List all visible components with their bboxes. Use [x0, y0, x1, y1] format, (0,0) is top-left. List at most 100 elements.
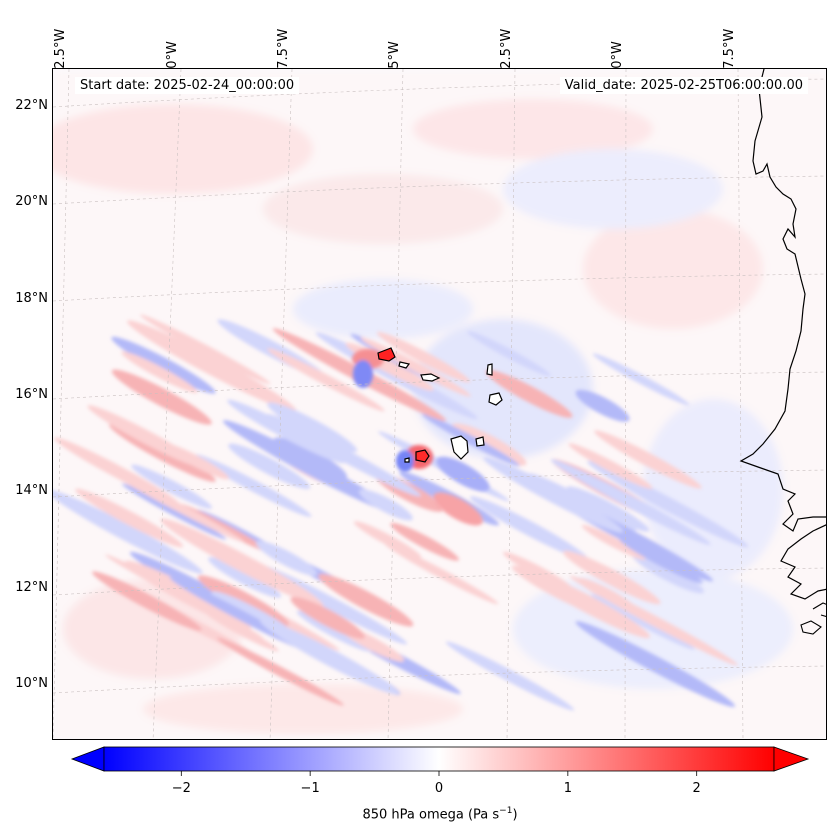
africa-coastline: [739, 69, 826, 532]
wave-band-positive: [451, 423, 527, 466]
island-fogo: [415, 449, 430, 463]
wave-band-positive: [390, 522, 459, 561]
wave-band-positive: [581, 524, 646, 560]
graticule-17-5w: [737, 69, 744, 739]
graticule-22-5w: [506, 69, 516, 739]
wave-band-negative: [467, 331, 551, 377]
lat-label-10n: 10°N: [15, 676, 48, 691]
wave-band-positive: [267, 348, 385, 412]
lat-label-22n: 22°N: [15, 98, 48, 113]
colorbar-title-main: 850 hPa omega (Pa s: [362, 807, 500, 823]
field-patch-negative: [643, 399, 783, 579]
wave-band-positive: [594, 430, 702, 489]
wave-band-negative: [255, 540, 318, 576]
wave-band-positive: [127, 320, 297, 412]
lat-label-20n: 20°N: [15, 194, 48, 209]
island-brava: [404, 457, 410, 463]
colorbar-tick-label: 0: [434, 781, 444, 796]
wave-band-negative: [208, 557, 282, 598]
wave-band-negative: [631, 552, 704, 594]
wave-band-positive: [161, 442, 229, 480]
wave-band-negative: [111, 336, 216, 394]
wave-band-positive: [197, 575, 289, 626]
map-panel[interactable]: Start date: 2025-02-24_00:00:00 Valid_da…: [52, 68, 827, 740]
colorbar-ticks: [180, 771, 698, 776]
island-hotspots: [352, 349, 490, 526]
island-maio: [475, 436, 485, 447]
island-sao-vicente: [398, 361, 411, 369]
colorbar-tick-label: 2: [692, 781, 701, 796]
lat-label-12n: 12°N: [15, 580, 48, 595]
wave-band-positive: [290, 596, 365, 639]
lat-label-18n: 18°N: [15, 291, 48, 306]
graticule-32-5w: [53, 69, 70, 739]
field-patch-negative: [503, 149, 723, 229]
valid-date-label: Valid_date: 2025-02-25T06:00:00.00: [559, 77, 808, 94]
start-date-label: Start date: 2025-02-24_00:00:00: [75, 77, 300, 94]
wave-band-positive: [92, 571, 202, 631]
island-sao-nicolau: [420, 373, 441, 382]
wave-band-negative: [575, 621, 736, 707]
wave-band-negative: [266, 413, 422, 497]
wave-band-negative: [618, 537, 703, 584]
field-patch-negative: [413, 319, 593, 459]
wave-band-positive: [121, 351, 198, 393]
island-santo-antao: [377, 347, 396, 362]
lat-label-16n: 16°N: [15, 387, 48, 402]
wave-band-positive: [111, 369, 212, 425]
wave-band-negative: [223, 420, 397, 514]
wave-band-negative: [195, 454, 312, 517]
cape-verde-islands: [377, 347, 503, 463]
hotspot-negative: [436, 456, 490, 492]
field-patch-positive: [263, 174, 503, 244]
wave-band-negative: [259, 619, 399, 695]
wave-band-positive: [318, 573, 414, 627]
wave-band-negative: [445, 641, 575, 711]
colorbar-title-exponent: −1: [499, 806, 513, 816]
graticule-27-5w: [269, 69, 293, 739]
wave-band-positive: [563, 550, 661, 605]
wave-band-positive: [376, 331, 471, 383]
colorbar-gradient: [103, 746, 775, 772]
wave-band-negative: [483, 457, 624, 533]
wave-band-negative: [228, 443, 311, 490]
guinea-bissau-coastline: [780, 524, 826, 600]
wave-band-positive: [568, 443, 653, 489]
graticule-25w: [387, 69, 404, 739]
colorbar-tick-label: 1: [563, 781, 572, 796]
lat-label-14n: 14°N: [15, 483, 48, 498]
wave-band-negative: [121, 483, 227, 540]
island-sal: [486, 363, 493, 376]
wave-band-positive: [75, 488, 184, 548]
field-patch-positive: [413, 99, 653, 159]
field-patch-positive: [53, 104, 313, 194]
wave-band-negative: [592, 353, 690, 406]
colorbar-extend-max: [773, 746, 810, 772]
colorbar-title: 850 hPa omega (Pa s−1): [0, 806, 837, 822]
wave-band-positive: [160, 518, 324, 607]
colorbar-tick-label: −2: [171, 781, 191, 796]
wave-band-negative: [296, 610, 373, 652]
colorbar-extend-min: [70, 746, 105, 772]
graticule: [53, 69, 826, 739]
colorbar-title-tail: ): [512, 807, 518, 823]
background-field: [53, 69, 826, 739]
island-boa-vista: [488, 392, 503, 406]
bijagos-islands: [800, 602, 826, 635]
island-santiago: [450, 435, 469, 460]
hotspot-positive: [433, 492, 483, 526]
field-patch-negative: [293, 279, 473, 339]
graticule-20w: [624, 69, 627, 739]
hotspot-negative: [353, 360, 373, 388]
wave-band-positive: [526, 570, 650, 639]
wave-band-negative: [53, 489, 203, 574]
wave-band-positive: [569, 575, 738, 666]
wave-band-negative: [358, 489, 413, 521]
wave-band-positive: [216, 637, 344, 706]
graticule-30w: [152, 69, 182, 739]
field-patch-positive: [583, 209, 763, 329]
wave-band-negative: [267, 402, 358, 453]
wave-band-negative: [587, 460, 749, 548]
wave-band-negative: [566, 486, 650, 532]
field-patch-positive: [143, 684, 463, 734]
